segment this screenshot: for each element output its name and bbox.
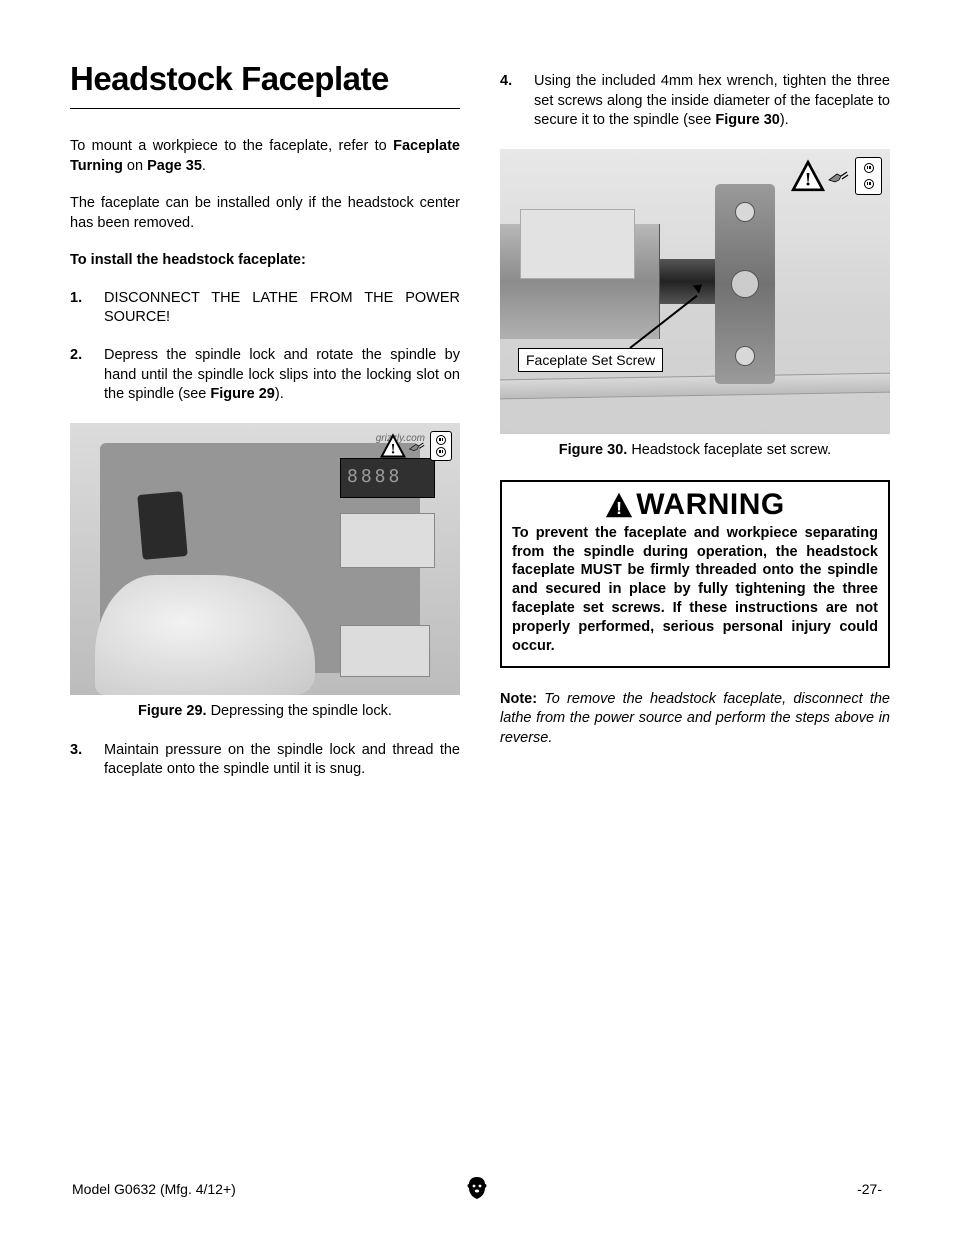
right-column: 4. Using the included 4mm hex wrench, ti… [500, 60, 890, 798]
figure-29-image: grizzly.com 8888 ! [70, 423, 460, 695]
step-number: 1. [70, 289, 104, 328]
warning-triangle-icon: ! [605, 491, 633, 519]
step-text: Using the included 4mm hex wrench, tight… [534, 72, 890, 131]
figure-29-caption: Figure 29. Depressing the spindle lock. [70, 703, 460, 719]
warning-title: WARNING [636, 488, 785, 522]
figure-30-image: Faceplate Set Screw ! [500, 149, 890, 434]
outlet-icon [855, 157, 882, 195]
svg-text:!: ! [616, 497, 622, 517]
svg-text:!: ! [805, 169, 811, 190]
fig30-callout-label: Faceplate Set Screw [518, 348, 663, 372]
step2-post: ). [275, 386, 284, 402]
intro1-on: on [123, 158, 147, 174]
step-2: 2. Depress the spindle lock and rotate t… [70, 346, 460, 405]
install-heading: To install the headstock faceplate: [70, 251, 460, 271]
figure-30-caption: Figure 30. Headstock faceplate set screw… [500, 442, 890, 458]
step4-pre: Using the included 4mm hex wrench, tight… [534, 73, 890, 128]
step-3: 3. Maintain pressure on the spindle lock… [70, 741, 460, 780]
unplug-warning-icon: ! [380, 431, 452, 461]
install-steps-right: 4. Using the included 4mm hex wrench, ti… [500, 72, 890, 131]
intro1-pre: To mount a workpiece to the faceplate, r… [70, 138, 393, 154]
fig30-cap-text: Headstock faceplate set screw. [627, 442, 831, 458]
fig29-cap-text: Depressing the spindle lock. [207, 703, 392, 719]
step-number: 2. [70, 346, 104, 405]
warning-header: ! WARNING [512, 488, 878, 522]
step-text: Depress the spindle lock and rotate the … [104, 346, 460, 405]
step4-post: ). [780, 112, 789, 128]
step-number: 4. [500, 72, 534, 131]
step-4: 4. Using the included 4mm hex wrench, ti… [500, 72, 890, 131]
unplug-warning-icon: ! [791, 157, 882, 195]
warning-triangle-icon: ! [791, 159, 825, 193]
left-column: Headstock Faceplate To mount a workpiece… [70, 60, 460, 798]
plug-icon [827, 166, 853, 186]
page-footer: Model G0632 (Mfg. 4/12+) -27- [72, 1181, 882, 1197]
plug-icon [408, 438, 428, 454]
footer-logo-icon [465, 1175, 489, 1204]
step2-fig-ref: Figure 29 [210, 386, 274, 402]
intro1-page: Page 35 [147, 158, 202, 174]
outlet-icon [430, 431, 452, 461]
warning-box: ! WARNING To prevent the faceplate and w… [500, 480, 890, 668]
install-steps-list: 1. DISCONNECT THE LATHE FROM THE POWER S… [70, 289, 460, 405]
warning-body: To prevent the faceplate and workpiece s… [512, 524, 878, 656]
intro-paragraph-2: The faceplate can be installed only if t… [70, 194, 460, 233]
fig30-cap-bold: Figure 30. [559, 442, 628, 458]
step-text: DISCONNECT THE LATHE FROM THE POWER SOUR… [104, 289, 460, 328]
step-text: Maintain pressure on the spindle lock an… [104, 741, 460, 780]
step-number: 3. [70, 741, 104, 780]
title-rule [70, 108, 460, 109]
intro1-post: . [202, 158, 206, 174]
note-label: Note: [500, 691, 537, 707]
step4-fig-ref: Figure 30 [715, 112, 779, 128]
fig29-cap-bold: Figure 29. [138, 703, 207, 719]
step-1: 1. DISCONNECT THE LATHE FROM THE POWER S… [70, 289, 460, 328]
footer-page-number: -27- [857, 1181, 882, 1197]
install-steps-list-continued: 3. Maintain pressure on the spindle lock… [70, 741, 460, 780]
svg-text:!: ! [391, 441, 396, 457]
footer-model: Model G0632 (Mfg. 4/12+) [72, 1181, 236, 1197]
page-title: Headstock Faceplate [70, 60, 460, 98]
note-paragraph: Note: To remove the headstock faceplate,… [500, 690, 890, 749]
note-body: To remove the headstock faceplate, disco… [500, 691, 890, 746]
warning-triangle-icon: ! [380, 433, 406, 459]
intro-paragraph-1: To mount a workpiece to the faceplate, r… [70, 137, 460, 176]
